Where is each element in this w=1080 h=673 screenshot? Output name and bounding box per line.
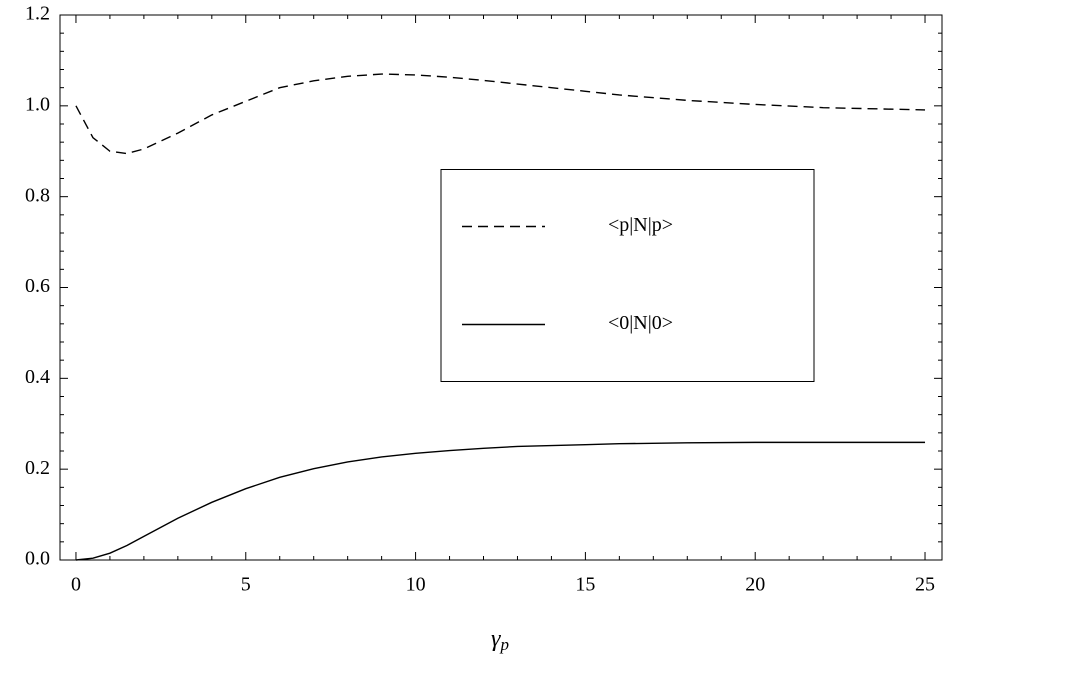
x-tick-label: 25 bbox=[915, 574, 935, 596]
y-tick-label: 0.4 bbox=[25, 366, 50, 388]
x-tick-label: 15 bbox=[575, 574, 595, 596]
y-tick-label: 0.2 bbox=[25, 457, 50, 479]
y-tick-label: 0.8 bbox=[25, 184, 50, 206]
legend-label: <p|N|p> bbox=[608, 214, 673, 236]
legend-label: <0|N|0> bbox=[608, 312, 673, 334]
x-tick-label: 0 bbox=[71, 574, 81, 596]
x-tick-label: 10 bbox=[406, 574, 426, 596]
x-tick-label: 20 bbox=[745, 574, 765, 596]
x-label-subscript: p bbox=[499, 635, 509, 654]
legend-box bbox=[440, 169, 815, 382]
series-line bbox=[75, 73, 926, 155]
y-tick-label: 0.0 bbox=[25, 548, 50, 570]
y-tick-label: 0.6 bbox=[25, 275, 50, 297]
y-tick-label: 1.0 bbox=[25, 93, 50, 115]
series-line bbox=[75, 441, 926, 561]
y-tick-label: 1.2 bbox=[25, 3, 50, 25]
x-tick-label: 5 bbox=[241, 574, 251, 596]
x-axis-label: γp bbox=[491, 626, 509, 654]
x-label-symbol: γ bbox=[491, 626, 501, 652]
